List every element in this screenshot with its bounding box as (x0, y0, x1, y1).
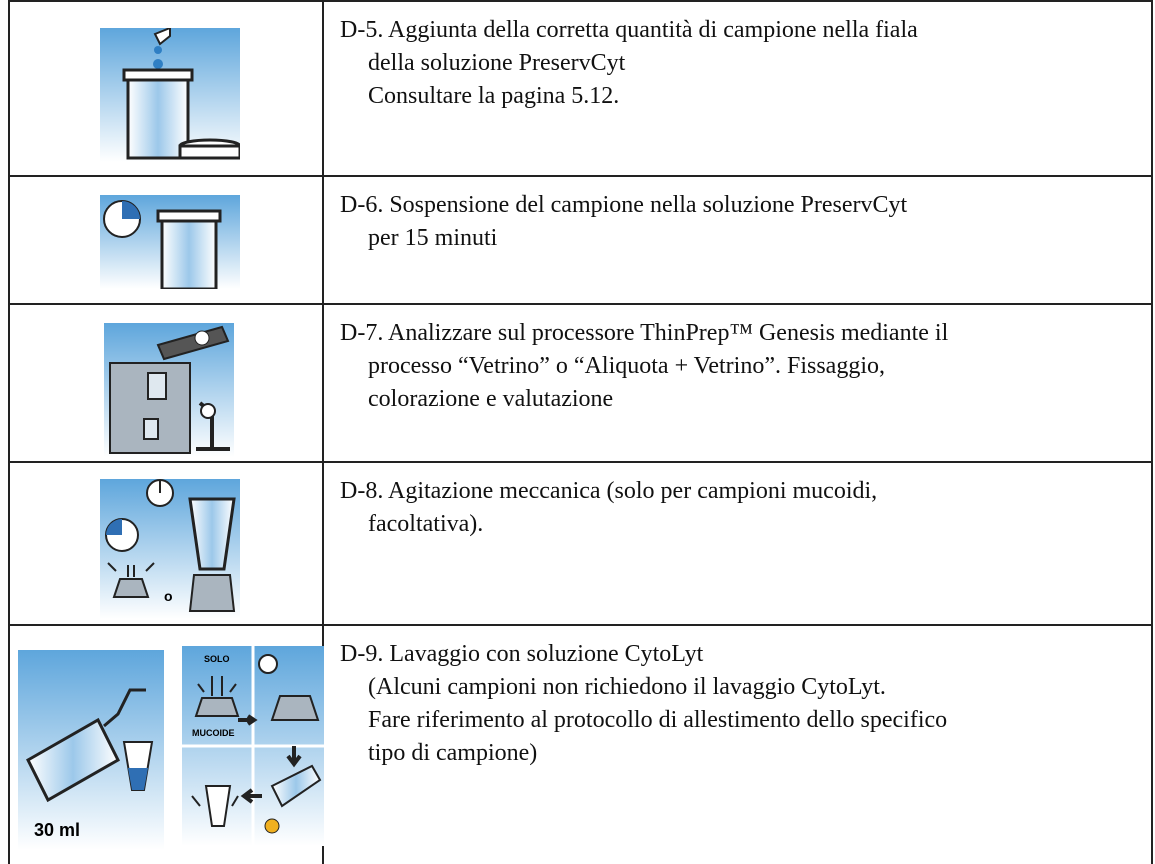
cell-divider (322, 463, 324, 624)
text-line: D-5. Aggiunta della corretta quantità di… (340, 17, 918, 43)
text-line: facoltativa). (368, 511, 484, 537)
text-line: Consultare la pagina 5.12. (368, 83, 620, 109)
step-text: D-7. Analizzare sul processore ThinPrep™… (340, 317, 948, 416)
step-text: D-5. Aggiunta della corretta quantità di… (340, 14, 918, 113)
step-text: D-8. Agitazione meccanica (solo per camp… (340, 475, 877, 541)
icon-wash-cycle: SOLO MUCOIDE (182, 646, 324, 846)
text-line: per 15 minuti (368, 225, 498, 251)
cell-divider (322, 2, 324, 175)
step-text: D-6. Sospensione del campione nella solu… (340, 189, 907, 255)
cell-divider (322, 177, 324, 303)
table-row: D-6. Sospensione del campione nella solu… (8, 175, 1153, 303)
text-line: della soluzione PreservCyt (368, 50, 626, 76)
icon-label: SOLO (204, 654, 230, 664)
table-row: D-5. Aggiunta della corretta quantità di… (8, 0, 1153, 175)
table-row: D-7. Analizzare sul processore ThinPrep™… (8, 303, 1153, 461)
text-line: tipo di campione) (368, 740, 538, 766)
step-text: D-9. Lavaggio con soluzione CytoLyt (Alc… (340, 638, 947, 770)
text-line: D-8. Agitazione meccanica (solo per camp… (340, 478, 878, 504)
text-line: (Alcuni campioni non richiedono il lavag… (368, 674, 886, 700)
text-line: D-9. Lavaggio con soluzione CytoLyt (340, 641, 704, 667)
text-line: D-7. Analizzare sul processore ThinPrep™… (340, 320, 949, 346)
table-row: o D-8. Agitazione meccanica (solo per ca… (8, 461, 1153, 624)
text-line: D-6. Sospensione del campione nella solu… (340, 192, 908, 218)
text-line: Fare riferimento al protocollo di allest… (368, 707, 948, 733)
icon-processor (104, 323, 234, 457)
table-row: 30 ml SOLO MUCOIDE D-9. Lavaggio con sol… (8, 624, 1153, 864)
icon-label: MUCOIDE (192, 728, 235, 738)
icon-vial-sample (100, 28, 240, 162)
icon-label: 30 ml (34, 820, 80, 840)
text-line: processo “Vetrino” o “Aliquota + Vetrino… (368, 353, 885, 379)
icon-agitation: o (100, 479, 240, 619)
cell-divider (322, 305, 324, 461)
icon-timer-vial (100, 195, 240, 289)
text-line: colorazione e valutazione (368, 386, 614, 412)
icon-cytolyt-bottle: 30 ml (18, 650, 164, 850)
icon-label: o (164, 588, 173, 604)
